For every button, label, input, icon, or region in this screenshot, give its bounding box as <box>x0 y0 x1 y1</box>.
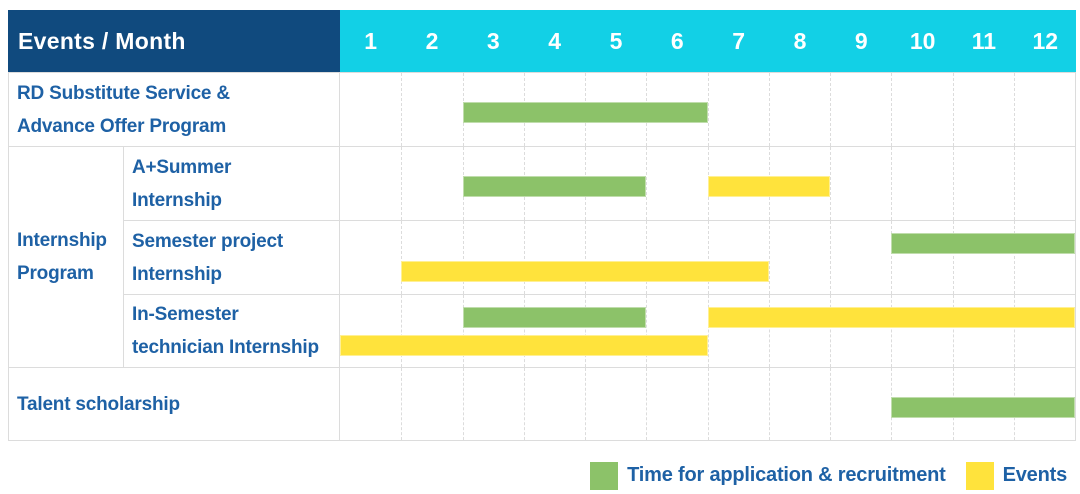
table-header-corner-cell: Events / Month <box>8 10 340 73</box>
month-gridline <box>462 295 464 367</box>
month-gridline <box>768 368 770 440</box>
gantt-bar-events <box>401 261 769 282</box>
month-gridline <box>1013 221 1015 294</box>
gantt-bar-application <box>462 176 647 197</box>
month-gridline <box>952 73 954 146</box>
month-header-4: 4 <box>548 27 562 54</box>
month-header-5: 5 <box>609 27 623 54</box>
timeline-track-in-semester-technician <box>340 295 1076 368</box>
month-gridline <box>401 295 403 367</box>
timeline-track-talent-scholarship <box>340 368 1076 441</box>
month-gridline <box>646 221 648 294</box>
month-header-2: 2 <box>425 27 439 54</box>
month-gridline <box>585 295 586 367</box>
gantt-bar-events <box>707 176 830 197</box>
month-gridline <box>830 221 831 294</box>
month-gridline <box>585 221 586 294</box>
row-label-semester-project: Semester project Internship <box>124 221 340 295</box>
month-header-7: 7 <box>732 27 746 54</box>
month-gridline <box>768 295 770 367</box>
month-gridline <box>462 221 464 294</box>
month-header-10: 10 <box>909 27 936 54</box>
gantt-bar-application <box>891 233 1075 254</box>
month-gridline <box>830 368 831 440</box>
legend-swatch-events-icon <box>965 461 994 490</box>
month-gridline <box>830 295 831 367</box>
month-gridline <box>401 73 403 146</box>
month-gridline <box>707 73 709 146</box>
month-gridline <box>707 295 709 367</box>
month-gridline <box>462 368 464 440</box>
month-gridline <box>401 147 403 220</box>
month-gridline <box>646 368 648 440</box>
row-label-rd-substitute: RD Substitute Service & Advance Offer Pr… <box>8 73 340 147</box>
month-gridline <box>952 295 954 367</box>
month-header-11: 11 <box>971 27 997 54</box>
gantt-bar-application <box>891 397 1075 418</box>
month-header-8: 8 <box>793 27 807 54</box>
month-gridline <box>830 147 831 220</box>
month-header-1: 1 <box>364 27 378 54</box>
row-group-label-internship-program: Internship Program <box>8 147 124 368</box>
month-gridline <box>952 221 954 294</box>
month-header-12: 12 <box>1032 27 1059 54</box>
legend: Time for application & recruitment Event… <box>590 461 1067 490</box>
month-gridline <box>891 73 893 146</box>
gantt-bar-events <box>707 307 1075 328</box>
month-gridline <box>707 368 709 440</box>
month-gridline <box>891 295 893 367</box>
legend-swatch-application-icon <box>590 461 619 490</box>
month-header-9: 9 <box>854 27 868 54</box>
month-gridline <box>768 221 770 294</box>
month-gridline <box>1013 147 1015 220</box>
month-gridline <box>523 221 525 294</box>
month-gridline <box>768 73 770 146</box>
month-gridline <box>707 221 709 294</box>
gantt-bar-application <box>462 102 708 123</box>
month-gridline <box>523 295 525 367</box>
row-label-in-semester-technician: In-Semester technician Internship <box>124 295 340 368</box>
month-gridline <box>585 368 586 440</box>
gantt-bar-events <box>340 335 708 356</box>
timeline-track-semester-project <box>340 221 1076 295</box>
month-gridline <box>891 221 893 294</box>
timeline-track-a-plus-summer <box>340 147 1076 221</box>
month-gridline <box>646 147 648 220</box>
month-gridline <box>830 73 831 146</box>
legend-label-events: Events <box>1002 464 1068 486</box>
month-header-3: 3 <box>486 27 500 54</box>
events-month-table: Events / Month 1 2 3 4 5 6 7 8 9 10 11 12 RD Substi… <box>8 10 1076 441</box>
table-title: Events / Month <box>18 27 186 54</box>
month-gridline <box>891 147 893 220</box>
month-gridline <box>646 295 648 367</box>
month-gridline <box>401 368 403 440</box>
legend-label-application: Time for application & recruitment <box>627 464 946 486</box>
row-label-a-plus-summer: A+Summer Internship <box>124 147 340 221</box>
gantt-bar-application <box>462 307 647 328</box>
month-header-6: 6 <box>670 27 684 54</box>
month-gridline <box>1013 295 1015 367</box>
month-gridline <box>401 221 403 294</box>
row-label-talent-scholarship: Talent scholarship <box>8 368 340 441</box>
month-gridline <box>1013 73 1015 146</box>
month-gridline <box>952 147 954 220</box>
month-gridline <box>523 368 525 440</box>
timeline-track-rd-substitute <box>340 73 1076 147</box>
month-header-row: 1 2 3 4 5 6 7 8 9 10 11 12 <box>340 10 1076 73</box>
